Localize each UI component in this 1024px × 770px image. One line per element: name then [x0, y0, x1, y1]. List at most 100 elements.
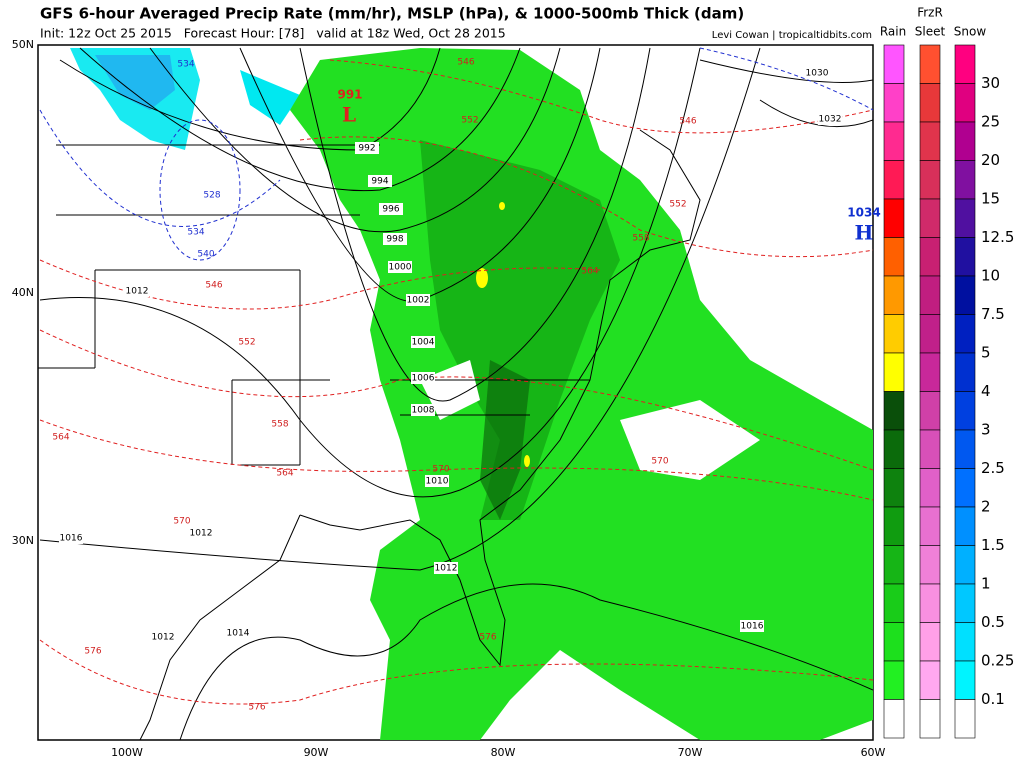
- map: 992 994 996 998 1000 1002 1004 1006 1008 1010 1012…: [37, 44, 881, 741]
- legend-value: 1.5: [981, 536, 1005, 554]
- legend-swatch: [954, 545, 976, 585]
- thickness-label: 552: [669, 200, 686, 210]
- isobar-label-bg: [740, 620, 764, 632]
- legend-swatch: [954, 699, 976, 739]
- low-pressure-symbol: L: [342, 103, 356, 127]
- high-pressure-value: 1034: [847, 206, 880, 220]
- title: GFS 6-hour Averaged Precip Rate (mm/hr),…: [40, 5, 744, 23]
- legend-swatch: [919, 506, 941, 546]
- thickness-label: 564: [276, 469, 293, 479]
- isobars: [39, 47, 873, 740]
- isobar-label-bg: [434, 562, 458, 574]
- isobar-label-bg: [226, 627, 250, 639]
- isobar-label-bg: [406, 294, 430, 306]
- legend-swatch: [919, 391, 941, 431]
- thickness-label: 534: [177, 60, 194, 70]
- legend-swatch: [883, 622, 905, 662]
- isobar-label-bg: [388, 261, 412, 273]
- snow-area: [240, 70, 300, 125]
- lon-label: 90W: [304, 746, 329, 759]
- legend: Rain FrzR Sleet Snow 30 25 20 15 12.5 10 7.5 5 4 3 2.5…: [880, 6, 1014, 739]
- legend-swatch: [954, 83, 976, 123]
- thickness-label: 564: [52, 433, 69, 443]
- thickness-label: 570: [432, 465, 449, 475]
- heavy-precip: [524, 455, 530, 467]
- isobar-label: 1012: [435, 564, 458, 574]
- isobar-label: 1016: [741, 622, 764, 632]
- lat-label: 50N: [12, 38, 34, 51]
- legend-swatch: [954, 237, 976, 277]
- isobar-label-bg: [125, 285, 149, 297]
- isobar-label-bg: [411, 404, 435, 416]
- thickness-label: 576: [479, 633, 496, 643]
- legend-value: 15: [981, 190, 1000, 208]
- legend-value: 0.25: [981, 652, 1014, 670]
- legend-swatch: [883, 121, 905, 161]
- legend-swatch: [919, 660, 941, 700]
- legend-swatch: [883, 198, 905, 238]
- legend-swatch: [919, 198, 941, 238]
- isobar-label: 1012: [126, 287, 149, 297]
- legend-swatch: [954, 44, 976, 84]
- coastlines: [38, 129, 701, 740]
- isobar-label: 996: [382, 205, 399, 215]
- legend-swatch: [919, 314, 941, 354]
- legend-swatch: [883, 44, 905, 84]
- legend-value: 5: [981, 344, 991, 362]
- dry-area: [620, 400, 760, 480]
- legend-swatch: [919, 468, 941, 508]
- legend-value: 4: [981, 382, 991, 400]
- legend-swatch: [883, 506, 905, 546]
- precip-area: [420, 140, 620, 520]
- legend-value: 1: [981, 575, 991, 593]
- legend-swatch: [883, 583, 905, 623]
- legend-swatch: [883, 699, 905, 739]
- isobar-label: 1016: [60, 534, 83, 544]
- credit: Levi Cowan | tropicaltidbits.com: [712, 30, 872, 41]
- isobar-label: 1030: [806, 69, 829, 79]
- thickness-label: 558: [271, 420, 288, 430]
- lat-label: 40N: [12, 286, 34, 299]
- legend-swatch: [883, 468, 905, 508]
- lon-label: 60W: [861, 746, 886, 759]
- legend-value: 25: [981, 113, 1000, 131]
- legend-swatch: [954, 660, 976, 700]
- isobar-label: 992: [358, 144, 375, 154]
- legend-swatch: [883, 545, 905, 585]
- isobar-label: 1004: [412, 338, 435, 348]
- thickness-label: 552: [238, 338, 255, 348]
- thickness-label: 546: [457, 58, 474, 68]
- thickness-label: 564: [581, 267, 598, 277]
- legend-swatch: [919, 237, 941, 277]
- lon-label: 100W: [111, 746, 143, 759]
- legend-swatch: [919, 699, 941, 739]
- isobar-label-bg: [379, 203, 403, 215]
- thickness-lines-cold: [39, 47, 873, 261]
- thickness-label: 546: [205, 281, 222, 291]
- legend-swatch: [883, 660, 905, 700]
- snow-area: [95, 55, 175, 110]
- legend-value: 2: [981, 498, 991, 516]
- legend-header: Snow: [954, 25, 987, 39]
- isobar-label: 994: [371, 177, 388, 187]
- legend-value: 10: [981, 267, 1000, 285]
- isobar-label: 1000: [389, 263, 412, 273]
- isobar-label-bg: [151, 631, 175, 643]
- isobar-label: 1002: [407, 296, 430, 306]
- heavy-precip: [499, 202, 505, 210]
- isobar-label-bg: [368, 175, 392, 187]
- isobar-label-bg: [411, 372, 435, 384]
- isobar-label: 1012: [152, 633, 175, 643]
- legend-value: 0.5: [981, 613, 1005, 631]
- legend-swatch: [883, 160, 905, 200]
- legend-swatch: [919, 545, 941, 585]
- isobar-label-bg: [383, 233, 407, 245]
- legend-swatch: [919, 622, 941, 662]
- isobar-label-bg: [805, 67, 829, 79]
- isobar-label: 1012: [190, 529, 213, 539]
- legend-swatch: [919, 83, 941, 123]
- lon-label: 80W: [491, 746, 516, 759]
- legend-swatch: [883, 314, 905, 354]
- heavy-precip: [476, 268, 488, 288]
